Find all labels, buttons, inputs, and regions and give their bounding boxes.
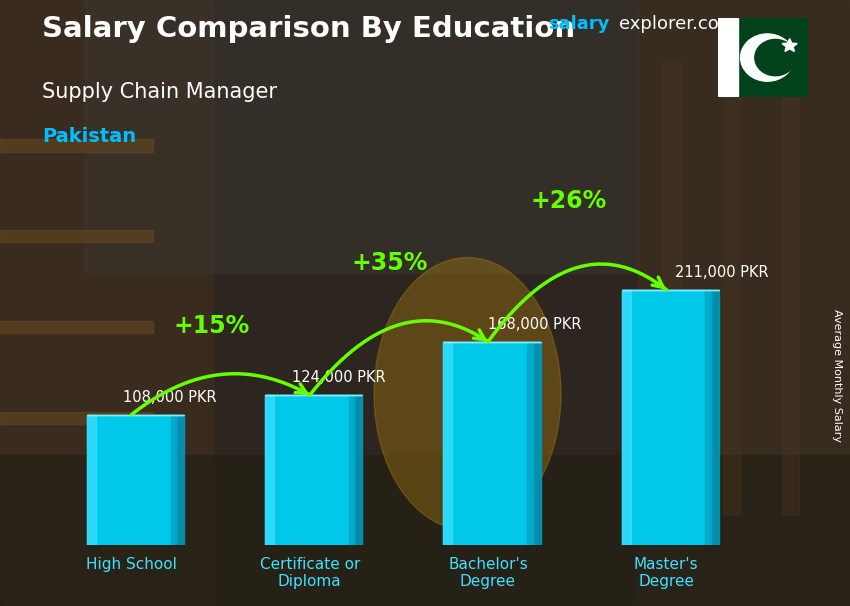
Polygon shape (265, 395, 354, 545)
Polygon shape (621, 290, 711, 545)
Polygon shape (782, 39, 797, 52)
Polygon shape (444, 342, 452, 545)
Polygon shape (527, 342, 533, 545)
Text: +15%: +15% (173, 314, 250, 338)
Text: 108,000 PKR: 108,000 PKR (122, 390, 216, 405)
Polygon shape (354, 395, 362, 545)
Bar (0, 412, 153, 424)
Circle shape (755, 39, 796, 76)
Text: Average Monthly Salary: Average Monthly Salary (832, 309, 842, 442)
Bar (722, 61, 740, 515)
Bar (0, 454, 850, 606)
Text: Salary Comparison By Education: Salary Comparison By Education (42, 15, 575, 43)
Bar (718, 18, 738, 97)
Polygon shape (621, 290, 631, 545)
Polygon shape (711, 290, 719, 545)
Polygon shape (533, 342, 541, 545)
Text: salary: salary (548, 15, 609, 33)
Bar (638, 0, 850, 606)
Polygon shape (176, 415, 184, 545)
Text: +26%: +26% (530, 189, 606, 213)
Polygon shape (349, 395, 354, 545)
Polygon shape (444, 342, 533, 545)
Polygon shape (87, 415, 96, 545)
Bar (738, 18, 807, 97)
Polygon shape (265, 395, 275, 545)
Ellipse shape (374, 258, 561, 530)
Text: explorer.com: explorer.com (619, 15, 736, 33)
Polygon shape (87, 415, 176, 545)
Bar (0, 230, 153, 242)
Text: +35%: +35% (352, 251, 428, 275)
Text: 124,000 PKR: 124,000 PKR (292, 370, 386, 385)
Bar (663, 61, 680, 515)
Text: Supply Chain Manager: Supply Chain Manager (42, 82, 277, 102)
Text: 211,000 PKR: 211,000 PKR (675, 265, 768, 280)
Polygon shape (706, 290, 711, 545)
Polygon shape (171, 415, 176, 545)
Bar (782, 61, 799, 515)
Bar (0, 0, 212, 606)
Bar (0, 139, 153, 152)
Text: Pakistan: Pakistan (42, 127, 137, 146)
Bar (0, 321, 153, 333)
Circle shape (740, 34, 794, 81)
Bar (85, 0, 638, 273)
Text: 168,000 PKR: 168,000 PKR (488, 317, 581, 332)
